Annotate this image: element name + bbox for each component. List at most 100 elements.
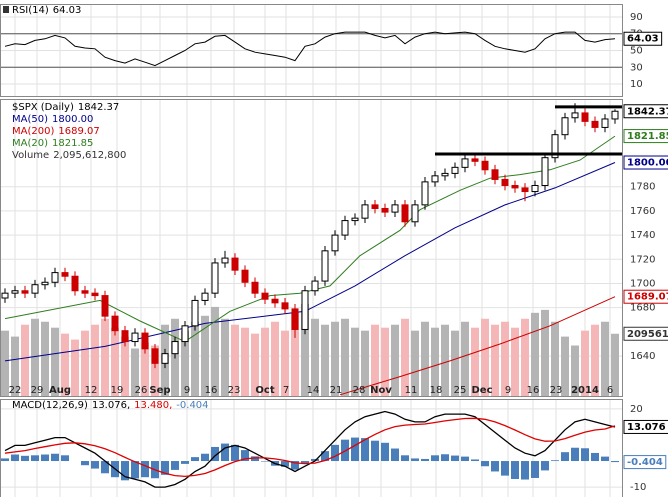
histogram-bar — [551, 460, 559, 462]
candle-body — [211, 262, 219, 294]
y-tick-label: 50 — [630, 46, 643, 57]
volume-bar — [341, 318, 349, 396]
header-text: 64.03 — [53, 5, 82, 16]
candle-body — [321, 250, 329, 282]
histogram-bar — [331, 444, 339, 462]
candle-body — [541, 157, 549, 186]
volume-bar — [1, 330, 9, 396]
histogram-bar — [581, 448, 589, 462]
histogram-bar — [571, 447, 579, 462]
volume-bar — [361, 330, 369, 396]
candle-body — [551, 134, 559, 159]
histogram-bar — [431, 455, 439, 462]
candle-body — [101, 295, 109, 317]
candle-body — [1, 292, 9, 299]
histogram-bar — [561, 452, 569, 462]
histogram-bar — [231, 444, 239, 462]
candle-body — [281, 302, 289, 310]
y-tick-label: 30 — [630, 62, 643, 73]
volume-bar — [271, 321, 279, 396]
volume-bar — [81, 330, 89, 396]
volume-bar — [551, 321, 559, 396]
histogram-bar — [281, 461, 289, 467]
histogram-bar — [261, 461, 269, 462]
volume-bar — [181, 330, 189, 396]
price-value: 1842.37 — [627, 106, 668, 117]
candle-body — [161, 353, 169, 364]
volume-bar — [461, 321, 469, 396]
ma-value-box — [623, 129, 668, 144]
histogram-bar — [521, 461, 529, 480]
volume-bar — [41, 321, 49, 396]
candle-body — [571, 112, 579, 119]
candle-body — [31, 284, 39, 294]
x-tick-label: 23 — [550, 385, 563, 396]
histogram-bar — [291, 461, 299, 470]
volume-bar — [281, 330, 289, 396]
candle-body — [131, 332, 139, 343]
histogram-bar — [531, 461, 539, 478]
volume-bar — [381, 327, 389, 396]
candle-body — [271, 298, 279, 304]
histogram-bar — [391, 448, 399, 462]
volume-bar — [531, 312, 539, 396]
volume-bar — [371, 324, 379, 396]
candle-body — [291, 308, 299, 330]
histogram-bar — [611, 461, 619, 463]
volume-bar — [291, 312, 299, 396]
ma-value-box — [623, 155, 668, 170]
volume-value: 2095612 — [627, 329, 668, 340]
histogram-bar — [131, 461, 139, 479]
volume-bar — [571, 345, 579, 396]
y-tick-label: 1760 — [630, 206, 655, 217]
header-text: 2,095,612,800 — [53, 150, 126, 161]
rsi-value-box — [623, 31, 663, 46]
histogram-bar — [211, 446, 219, 462]
header-text: 1821.85 — [52, 138, 93, 149]
x-tick-label: 16 — [205, 385, 218, 396]
candle-body — [511, 184, 519, 189]
candle-body — [71, 275, 79, 292]
candle-body — [561, 117, 569, 136]
volume-bar — [211, 306, 219, 396]
histogram-bar — [121, 461, 129, 481]
header-text: 1689.07 — [58, 126, 99, 137]
volume-bar — [611, 333, 619, 396]
x-tick-label: 12 — [85, 385, 98, 396]
candle-body — [351, 217, 359, 222]
candle-body — [301, 290, 309, 330]
volume-bar — [481, 318, 489, 396]
histogram-bar — [191, 457, 199, 462]
header-text: 1800.00 — [52, 114, 93, 125]
volume-bar — [351, 327, 359, 396]
volume-bar — [301, 303, 309, 396]
y-tick-label: 1700 — [630, 278, 655, 289]
panel-frame — [0, 4, 623, 97]
candle-body — [371, 204, 379, 209]
candle-body — [421, 181, 429, 206]
x-tick-label: 19 — [111, 385, 124, 396]
moving-average-line — [4, 135, 616, 343]
ma-value: 1800.00 — [627, 158, 668, 169]
volume-bar — [111, 327, 119, 396]
y-tick-label: 20 — [630, 404, 643, 415]
volume-bar — [451, 330, 459, 396]
histogram-bar — [421, 458, 429, 462]
histogram-bar — [501, 461, 509, 476]
x-tick-label: Oct — [255, 385, 274, 396]
histogram-bar — [591, 452, 599, 462]
x-tick-label: 26 — [135, 385, 148, 396]
x-tick-label: 11 — [405, 385, 418, 396]
header-marker — [3, 6, 9, 13]
volume-bar — [561, 336, 569, 396]
ma-value: 1821.85 — [627, 131, 668, 142]
x-tick-label: Sep — [149, 385, 170, 396]
candle-body — [451, 166, 459, 174]
histogram-bar — [51, 453, 59, 462]
header-text: MACD(12,26,9) — [12, 400, 88, 411]
volume-bar — [71, 339, 79, 396]
macd-value-box — [623, 419, 668, 434]
candle-body — [51, 272, 59, 283]
volume-bar — [391, 324, 399, 396]
x-tick-label: Dec — [471, 385, 492, 396]
